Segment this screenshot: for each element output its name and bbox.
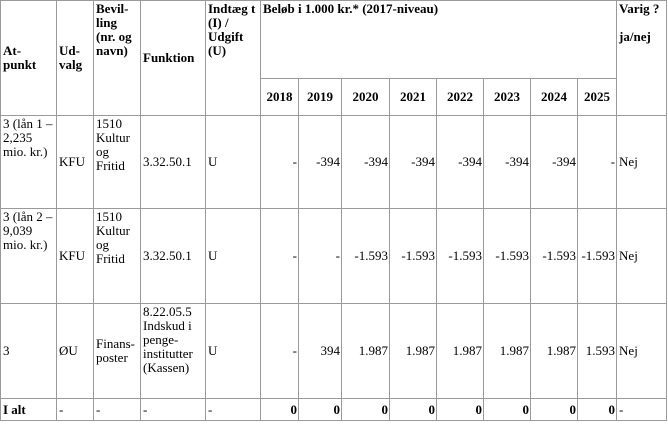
cell-value: -394	[436, 115, 484, 209]
cell-udvalg: ØU	[56, 303, 94, 399]
year-header: 2019	[298, 78, 342, 116]
cell-value: -	[260, 208, 299, 304]
cell-atpunkt: 3	[0, 303, 57, 399]
cell-value: -1.593	[483, 208, 531, 304]
total-value: 0	[483, 398, 531, 421]
cell-value: -394	[341, 115, 390, 209]
total-value: 0	[436, 398, 484, 421]
cell-value: -394	[389, 115, 437, 209]
cell-bevilling: Finans-poster	[93, 303, 141, 399]
total-value: 0	[576, 398, 618, 421]
cell-iu: U	[205, 303, 261, 399]
total-value: 0	[341, 398, 390, 421]
total-value: 0	[298, 398, 342, 421]
cell-value: -1.593	[389, 208, 437, 304]
cell-funktion: 8.22.05.5 Indskud i penge-institutter (K…	[140, 303, 206, 399]
total-bevilling: -	[93, 398, 141, 421]
header-row: At-punkt Ud-valg Bevil-ling (nr. og navn…	[0, 0, 668, 116]
cell-value: 1.987	[389, 303, 437, 399]
cell-iu: U	[205, 115, 261, 209]
cell-funktion: 3.32.50.1	[140, 115, 206, 209]
header-varig: Varig ? ja/nej	[616, 0, 668, 116]
year-header: 2020	[341, 78, 390, 116]
cell-value: 1.987	[341, 303, 390, 399]
header-varig-sub: ja/nej	[619, 29, 651, 44]
cell-bevilling: 1510 Kultur og Fritid	[93, 115, 141, 209]
cell-iu: U	[205, 208, 261, 304]
cell-funktion: 3.32.50.1	[140, 208, 206, 304]
cell-value: -	[298, 208, 342, 304]
table-row: 3 ØU Finans-poster 8.22.05.5 Indskud i p…	[0, 303, 668, 399]
cell-value: 1.987	[530, 303, 578, 399]
header-indtaegt-udgift: Indtæg t (I) / Udgift (U)	[205, 0, 261, 116]
cell-varig: Nej	[616, 208, 668, 304]
total-value: 0	[389, 398, 437, 421]
table-row: 3 (lån 2 – 9,039 mio. kr.) KFU 1510 Kult…	[0, 208, 668, 304]
year-header: 2021	[389, 78, 437, 116]
header-bevilling: Bevil-ling (nr. og navn)	[93, 0, 141, 116]
year-header: 2023	[483, 78, 531, 116]
cell-value: -394	[298, 115, 342, 209]
cell-value: 1.593	[576, 303, 618, 399]
cell-value: -394	[483, 115, 531, 209]
header-beloeb: Beløb i 1.000 kr.* (2017-niveau)	[259, 0, 618, 79]
year-header: 2024	[530, 78, 578, 116]
year-header: 2022	[436, 78, 484, 116]
header-atpunkt: At-punkt	[0, 0, 57, 116]
cell-varig: Nej	[616, 115, 668, 209]
total-value: 0	[260, 398, 299, 421]
cell-atpunkt: 3 (lån 2 – 9,039 mio. kr.)	[0, 208, 57, 304]
cell-atpunkt: 3 (lån 1 – 2,235 mio. kr.)	[0, 115, 57, 209]
cell-value: -1.593	[530, 208, 578, 304]
header-funktion: Funktion	[140, 0, 206, 116]
cell-value: -1.593	[576, 208, 618, 304]
total-label: I alt	[0, 398, 57, 421]
cell-value: -1.593	[436, 208, 484, 304]
cell-value: -	[576, 115, 618, 209]
cell-value: -	[260, 303, 299, 399]
cell-bevilling: 1510 Kultur og Fritid	[93, 208, 141, 304]
cell-value: -394	[530, 115, 578, 209]
header-varig-label: Varig ?	[619, 1, 660, 16]
cell-value: -	[260, 115, 299, 209]
year-header: 2025	[576, 78, 618, 116]
cell-value: 1.987	[483, 303, 531, 399]
cell-value: -1.593	[341, 208, 390, 304]
year-header-row: 2018 2019 2020 2021 2022 2023 2024 2025	[1, 78, 667, 116]
table-row: 3 (lån 1 – 2,235 mio. kr.) KFU 1510 Kult…	[0, 115, 668, 209]
cell-value: 394	[298, 303, 342, 399]
total-udvalg: -	[56, 398, 94, 421]
cell-udvalg: KFU	[56, 208, 94, 304]
year-header: 2018	[260, 78, 299, 116]
total-varig: -	[616, 398, 668, 421]
header-udvalg: Ud-valg	[56, 0, 94, 116]
total-row: I alt - - - - 0 0 0 0 0 0 0 0 -	[0, 398, 668, 421]
total-value: 0	[530, 398, 578, 421]
cell-udvalg: KFU	[56, 115, 94, 209]
total-iu: -	[205, 398, 261, 421]
cell-value: 1.987	[436, 303, 484, 399]
cell-varig: Nej	[616, 303, 668, 399]
total-funktion: -	[140, 398, 206, 421]
